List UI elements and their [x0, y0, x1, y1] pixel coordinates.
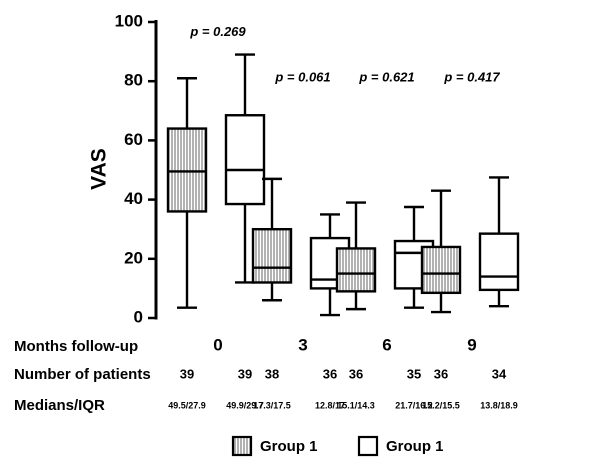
median-iqr-value: 49.5/27.9 — [168, 400, 206, 410]
iqr-box-white — [478, 232, 520, 292]
month-label: 9 — [467, 335, 476, 354]
y-tick-label: 80 — [124, 71, 143, 90]
months-row-label: Months follow-up — [14, 338, 138, 355]
patient-count: 35 — [407, 366, 421, 381]
p-value-label: p = 0.621 — [358, 69, 414, 84]
patients-row-label: Number of patients — [14, 366, 151, 383]
median-iqr-value: 15.1/14.3 — [337, 400, 375, 410]
box-plot — [420, 189, 462, 314]
y-tick-label: 0 — [134, 307, 143, 326]
y-axis: 0 20 40 60 80 100 — [115, 11, 158, 326]
patient-count: 39 — [180, 366, 194, 381]
boxes — [166, 53, 520, 317]
patient-count: 36 — [323, 366, 337, 381]
median-iqr-value: 21.7/16.2 — [395, 400, 433, 410]
p-value-label: p = 0.269 — [189, 24, 246, 39]
iqr-box-hatched — [335, 247, 377, 293]
median-iqr-value: 15.2/15.5 — [422, 400, 460, 410]
month-label: 6 — [382, 335, 391, 354]
median-iqr-value: 13.8/18.9 — [480, 400, 518, 410]
month-label: 0 — [213, 335, 222, 354]
iqr-box-white — [224, 114, 266, 206]
patient-count: 36 — [434, 366, 448, 381]
box-plot — [224, 53, 266, 284]
p-values: p = 0.269 p = 0.061 p = 0.621 p = 0.417 — [189, 24, 500, 84]
patient-count: 38 — [265, 366, 279, 381]
box-plot — [478, 176, 520, 308]
legend: Group 1 Group 1 — [231, 435, 444, 457]
median-iqr-value: 49.9/29.7 — [226, 400, 264, 410]
box-plot — [335, 201, 377, 311]
legend-item: Group 1 — [231, 435, 318, 457]
median-iqr-value: 12.8/17 — [315, 400, 345, 410]
y-axis-label: VAS — [88, 148, 111, 190]
iqr-box-hatched — [251, 227, 293, 284]
p-value-label: p = 0.417 — [443, 69, 500, 84]
y-tick-label: 40 — [124, 189, 143, 208]
y-tick-label: 20 — [124, 248, 143, 267]
legend-swatch — [357, 435, 379, 457]
month-label: 3 — [298, 335, 307, 354]
legend-swatch — [231, 435, 253, 457]
box-plot — [166, 77, 208, 309]
legend-label: Group 1 — [260, 438, 318, 455]
iqr-box-hatched — [420, 245, 462, 295]
patient-count: 36 — [349, 366, 363, 381]
below-axis-table: 3949.5/27.93949.9/29.703817.3/17.53612.8… — [168, 335, 518, 410]
patient-count: 34 — [492, 366, 507, 381]
medians-row-label: Medians/IQR — [14, 397, 105, 414]
y-tick-label: 60 — [124, 130, 143, 149]
patient-count: 39 — [238, 366, 252, 381]
legend-label: Group 1 — [386, 438, 444, 455]
iqr-box-hatched — [166, 127, 208, 213]
median-iqr-value: 17.3/17.5 — [253, 400, 291, 410]
p-value-label: p = 0.061 — [274, 69, 330, 84]
y-tick-label: 100 — [115, 11, 143, 30]
legend-item: Group 1 — [357, 435, 444, 457]
box-plot — [251, 177, 293, 302]
